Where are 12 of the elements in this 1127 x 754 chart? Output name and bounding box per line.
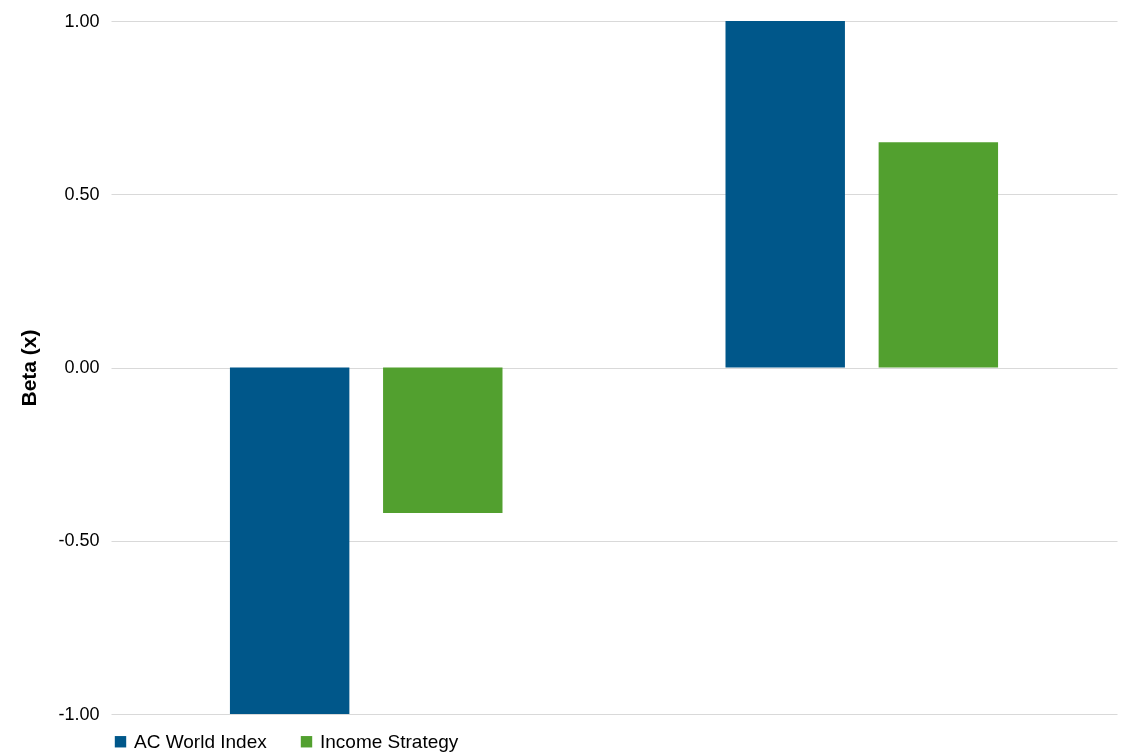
y-tick-label: -1.00 [58,703,100,724]
y-tick-label: 1.00 [64,10,100,31]
legend-label: AC World Index [134,730,268,752]
bar [878,142,999,368]
y-axis-title: Beta (x) [17,329,41,407]
legend-label: Income Strategy [320,730,459,752]
y-tick-label: 0.50 [64,183,100,204]
y-tick-label: 0.00 [64,357,100,377]
y-tick-label: -0.50 [58,530,100,551]
bar [383,367,503,514]
bar [725,21,845,368]
bar [229,367,350,714]
